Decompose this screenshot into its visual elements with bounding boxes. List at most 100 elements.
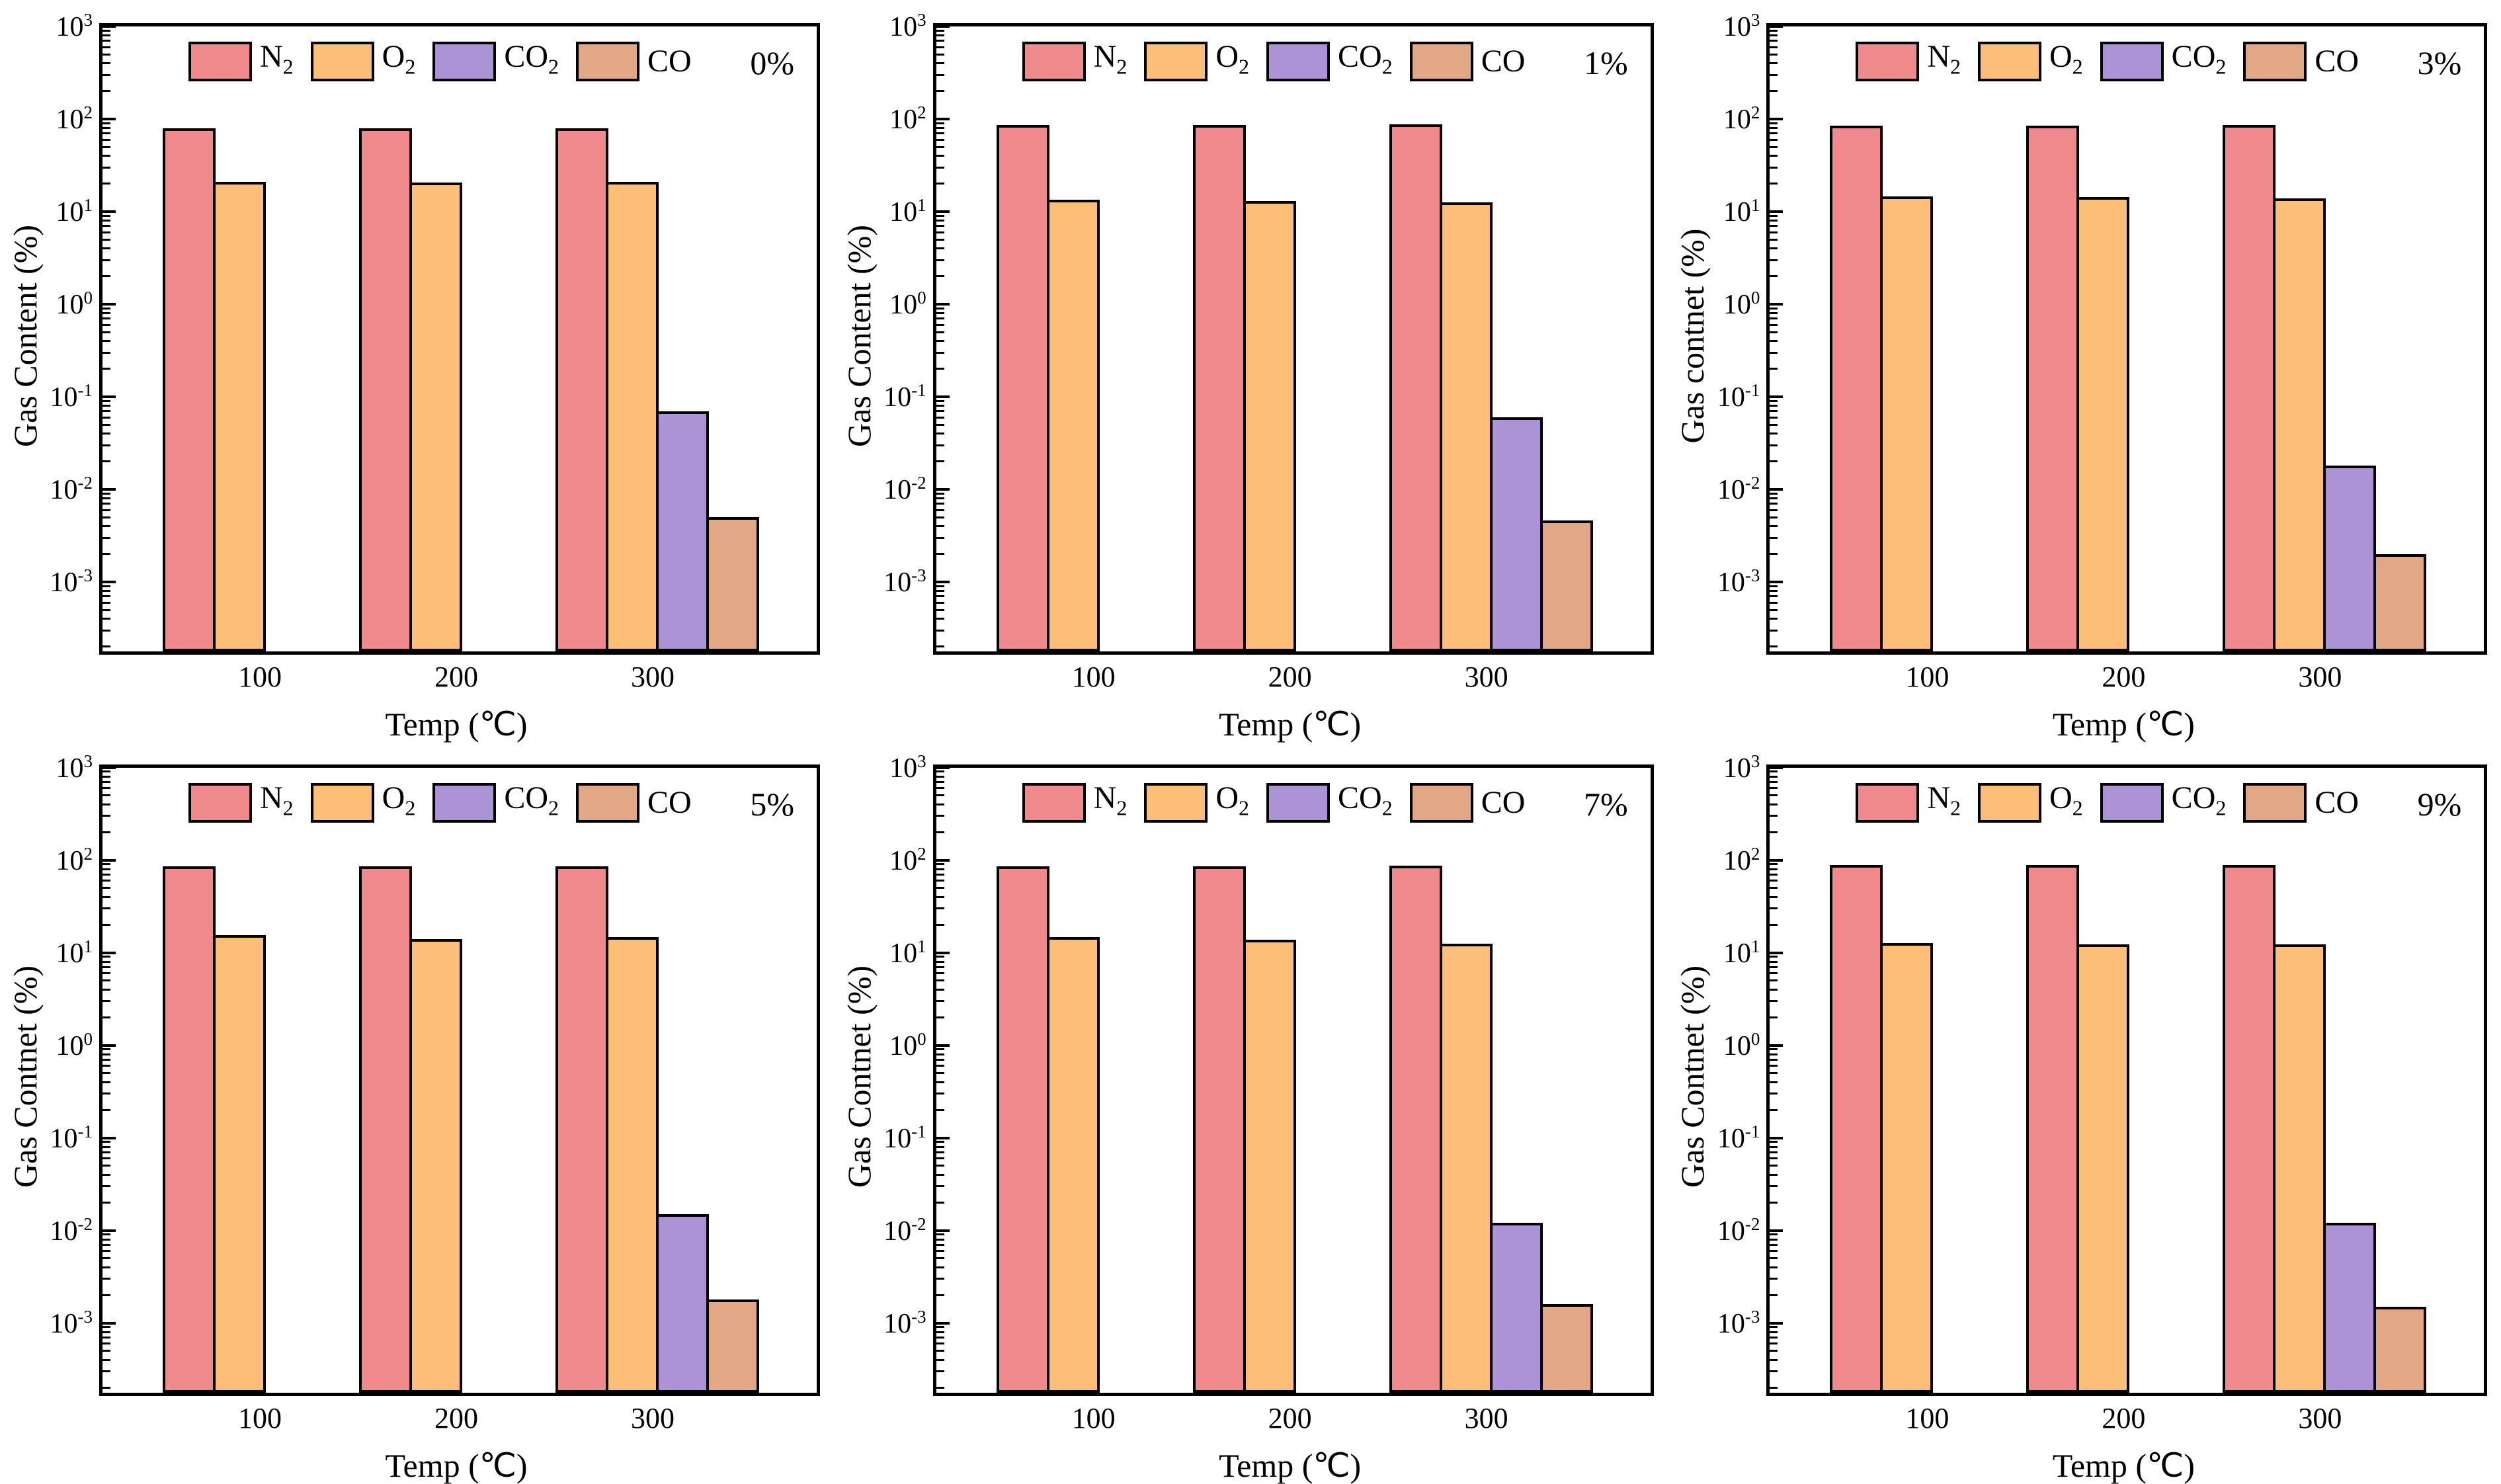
legend-swatch-O2: [310, 42, 374, 82]
y-minor-tick: [936, 863, 944, 866]
y-minor-tick: [936, 1266, 944, 1268]
y-minor-tick: [102, 166, 110, 169]
y-tick-label: 100: [1723, 288, 1760, 320]
y-minor-tick: [1770, 307, 1778, 309]
y-tick-label: 10-2: [50, 473, 93, 505]
legend-swatch-O2: [1978, 42, 2041, 82]
y-major-tick: [102, 1044, 116, 1047]
y-minor-tick: [936, 62, 944, 65]
legend-label-O2: O2: [1215, 39, 1249, 79]
y-minor-tick: [936, 780, 944, 783]
y-minor-tick: [1770, 410, 1778, 413]
y-minor-tick: [936, 1233, 944, 1236]
y-minor-tick: [1770, 873, 1778, 876]
y-minor-tick: [936, 259, 944, 261]
y-minor-tick: [1770, 73, 1778, 76]
y-minor-tick: [936, 1108, 944, 1111]
y-minor-tick: [1770, 618, 1778, 620]
y-minor-tick: [936, 770, 944, 773]
y-minor-tick: [936, 307, 944, 309]
y-major-tick: [1770, 951, 1784, 954]
y-major-tick: [102, 858, 116, 862]
y-minor-tick: [1770, 1081, 1778, 1083]
y-tick-label: 100: [1723, 1028, 1760, 1061]
y-tick-label: 10-3: [1717, 565, 1760, 598]
y-minor-tick: [1770, 1326, 1778, 1329]
x-axis-label: Temp (℃): [385, 1446, 528, 1484]
bar-N2-300: [555, 128, 608, 651]
y-minor-tick: [102, 803, 110, 805]
y-minor-tick: [1770, 155, 1778, 157]
y-major-tick: [1770, 766, 1784, 769]
y-minor-tick: [936, 1250, 944, 1253]
y-minor-tick: [936, 46, 944, 48]
y-minor-tick: [936, 1201, 944, 1204]
y-minor-tick: [102, 608, 110, 611]
y-minor-tick: [102, 595, 110, 598]
y-major-tick: [936, 118, 950, 120]
y-minor-tick: [102, 497, 110, 500]
y-minor-tick: [1770, 956, 1778, 958]
x-tick-label: 300: [2298, 1401, 2342, 1434]
y-minor-tick: [102, 787, 110, 790]
y-minor-tick: [936, 351, 944, 354]
y-minor-tick: [1770, 1000, 1778, 1003]
y-minor-tick: [936, 966, 944, 968]
y-minor-tick: [102, 1065, 110, 1067]
y-minor-tick: [936, 1092, 944, 1095]
y-major-tick: [102, 1229, 116, 1232]
bar-CO-300: [706, 1299, 759, 1393]
y-minor-tick: [1770, 323, 1778, 326]
bar-CO-300: [2373, 1306, 2427, 1393]
y-minor-tick: [102, 1370, 110, 1373]
y-tick-label: 101: [1723, 195, 1760, 227]
y-tick-label: 102: [56, 843, 93, 876]
y-major-tick: [1770, 210, 1784, 213]
x-tick-label: 300: [631, 1401, 675, 1434]
legend-swatch-CO: [1409, 42, 1473, 82]
legend-swatch-O2: [310, 782, 374, 823]
legend-label-CO: CO: [2315, 784, 2359, 820]
x-axis-label: Temp (℃): [2052, 1446, 2195, 1484]
y-major-tick: [936, 766, 950, 769]
plot-area: N2 O2 CO2 CO 3%: [1766, 23, 2488, 655]
y-minor-tick: [1770, 214, 1778, 217]
y-minor-tick: [936, 1350, 944, 1352]
y-minor-tick: [1770, 1257, 1778, 1260]
y-major-tick: [102, 951, 116, 954]
y-minor-tick: [936, 1065, 944, 1067]
y-major-tick: [1770, 395, 1784, 398]
y-minor-tick: [102, 433, 110, 435]
panel-percent-label: 7%: [1584, 785, 1628, 823]
legend: N2 O2 CO2 CO: [1022, 41, 1535, 83]
y-minor-tick: [1770, 1350, 1778, 1352]
legend-label-CO2: CO2: [504, 39, 559, 79]
x-axis-label: Temp (℃): [385, 706, 528, 743]
y-major-tick: [102, 395, 116, 398]
bar-N2-200: [2026, 865, 2080, 1393]
y-minor-tick: [1770, 1092, 1778, 1095]
bar-N2-300: [1389, 865, 1442, 1393]
y-minor-tick: [1770, 492, 1778, 495]
y-minor-tick: [102, 138, 110, 141]
bar-O2-200: [2076, 197, 2130, 651]
y-minor-tick: [1770, 1048, 1778, 1051]
plot-area: N2 O2 CO2 CO 7%: [932, 764, 1654, 1396]
y-tick-label: 10-1: [50, 1121, 93, 1154]
y-minor-tick: [1770, 312, 1778, 315]
y-minor-tick: [1770, 590, 1778, 593]
y-minor-tick: [1770, 979, 1778, 982]
y-minor-tick: [1770, 497, 1778, 500]
bar-O2-300: [2273, 944, 2326, 1393]
y-minor-tick: [102, 1000, 110, 1003]
y-minor-tick: [1770, 53, 1778, 56]
chart-panel-9%: Gas Contnet (%) N2 O2 CO2 CO 9% 103 102 101 100 10…: [1667, 741, 2501, 1483]
y-minor-tick: [102, 444, 110, 446]
y-minor-tick: [936, 399, 944, 402]
legend-swatch-CO2: [2100, 42, 2164, 82]
y-major-tick: [936, 395, 950, 398]
legend-swatch-CO: [2243, 782, 2307, 823]
bar-N2-100: [996, 866, 1049, 1393]
y-minor-tick: [936, 1081, 944, 1083]
y-minor-tick: [1770, 1342, 1778, 1345]
